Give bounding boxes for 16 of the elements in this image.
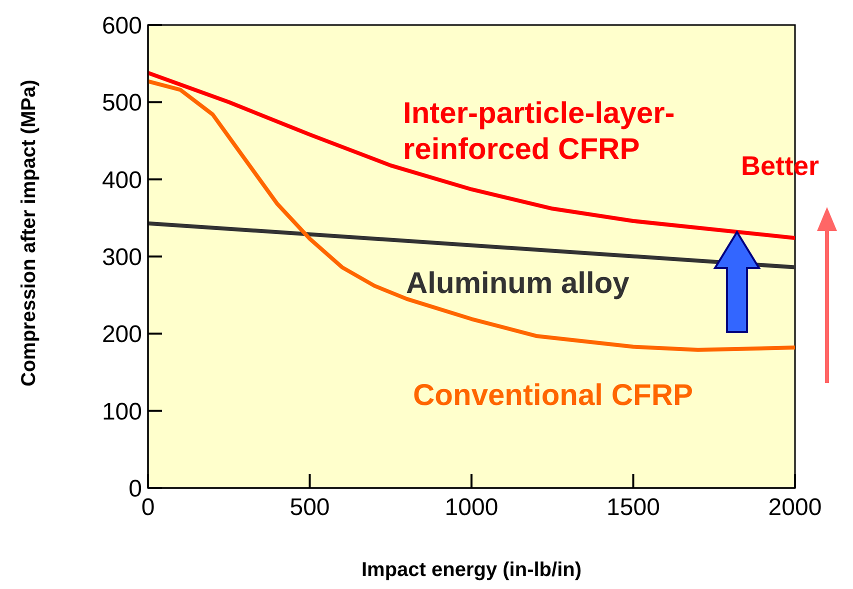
y-tick-label: 500: [102, 90, 142, 117]
x-tick-label: 1500: [606, 494, 660, 522]
x-tick-label: 1000: [444, 494, 498, 522]
y-tick-label: 300: [102, 244, 142, 272]
y-tick-label: 200: [102, 321, 142, 348]
y-axis-title: Compression after impact (MPa): [18, 80, 40, 386]
y-tick-label: 600: [102, 12, 142, 40]
series-label: Inter-particle-layer-reinforced CFRP: [403, 96, 675, 168]
x-tick-label: 500: [290, 494, 330, 522]
series-label: Conventional CFRP: [413, 378, 694, 414]
y-tick-label: 400: [102, 166, 142, 194]
series-label: Aluminum alloy: [406, 266, 630, 302]
y-tick-label: 0: [128, 476, 142, 503]
x-axis-title: Impact energy (in-lb/in): [361, 559, 582, 581]
x-tick-label: 2000: [768, 494, 822, 522]
y-tick-label: 100: [102, 398, 142, 426]
